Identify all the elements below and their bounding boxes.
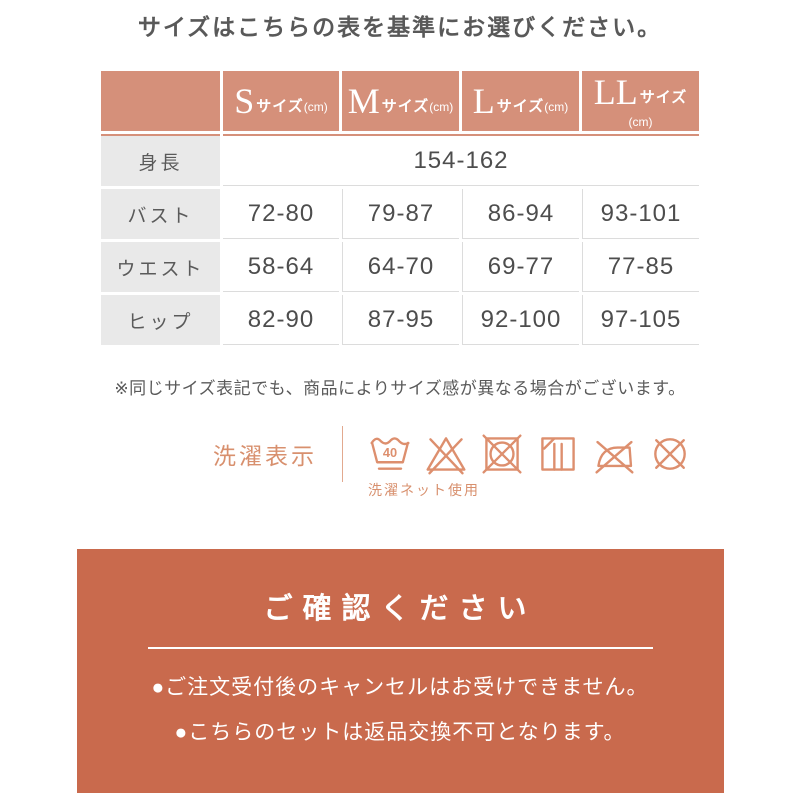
laundry-icon-strip: 40 洗濯ネット使用 (368, 432, 692, 498)
no-tumble-dry-icon (482, 434, 522, 474)
no-dry-clean-icon (654, 438, 686, 470)
table-row-hip: ヒップ 82-90 87-95 92-100 97-105 (101, 295, 699, 345)
size-letter: S (234, 81, 255, 121)
waist-ll-cell: 77-85 (582, 242, 699, 292)
confirmation-bullet-return: ●こちらのセットは返品交換不可となります。 (174, 721, 626, 744)
bust-m-cell: 79-87 (342, 189, 459, 239)
bust-ll-cell: 93-101 (582, 189, 699, 239)
table-row-waist: ウエスト 58-64 64-70 69-77 77-85 (101, 242, 699, 292)
size-table-header-row: S サイズ(cm) M サイズ(cm) L サイズ(cm) LL サイズ(cm) (101, 71, 699, 131)
size-letter: LL (593, 72, 638, 112)
row-label-hip: ヒップ (101, 295, 220, 345)
laundry-section-label: 洗濯表示 (213, 443, 317, 469)
column-header-s: S サイズ(cm) (223, 71, 339, 131)
size-disclaimer-note: ※同じサイズ表記でも、商品によりサイズ感が異なる場合がございます。 (114, 379, 686, 398)
height-range-cell: 154-162 (223, 134, 699, 186)
size-unit: (cm) (628, 115, 653, 129)
table-row-height: 身長 154-162 (101, 134, 699, 186)
waist-m-cell: 64-70 (342, 242, 459, 292)
column-header-l: L サイズ(cm) (462, 71, 579, 131)
size-suffix: サイズ (256, 98, 304, 115)
size-letter: M (347, 81, 380, 121)
row-label-waist: ウエスト (101, 242, 220, 292)
table-row-bust: バスト 72-80 79-87 86-94 93-101 (101, 189, 699, 239)
waist-s-cell: 58-64 (223, 242, 339, 292)
confirmation-title: ご確認ください (263, 593, 537, 625)
size-suffix: サイズ (639, 89, 688, 106)
no-iron-icon (595, 440, 634, 474)
hip-ll-cell: 97-105 (582, 295, 699, 345)
laundry-care-section: 洗濯表示 40 洗濯ネット使用 (213, 425, 800, 498)
waist-l-cell: 69-77 (462, 242, 579, 292)
page-title: サイズはこちらの表を基準にお選びください。 (137, 14, 663, 40)
size-unit: (cm) (303, 100, 328, 114)
bust-s-cell: 72-80 (223, 189, 339, 239)
confirmation-box: ご確認ください ●ご注文受付後のキャンセルはお受けできません。 ●こちらのセット… (76, 549, 724, 793)
row-label-height: 身長 (101, 134, 220, 186)
svg-text:40: 40 (383, 445, 397, 460)
size-unit: (cm) (429, 100, 454, 114)
size-unit: (cm) (544, 100, 569, 114)
column-header-ll: LL サイズ (cm) (582, 71, 699, 131)
column-header-m: M サイズ(cm) (342, 71, 459, 131)
hip-l-cell: 92-100 (462, 295, 579, 345)
size-letter: L (472, 81, 495, 121)
vertical-divider (342, 426, 343, 482)
size-suffix: サイズ (381, 98, 430, 115)
size-chart-table: S サイズ(cm) M サイズ(cm) L サイズ(cm) LL サイズ(cm) 身長 … (98, 68, 702, 348)
confirmation-bullet-cancel: ●ご注文受付後のキャンセルはお受けできません。 (151, 676, 649, 699)
hip-m-cell: 87-95 (342, 295, 459, 345)
size-suffix: サイズ (496, 98, 545, 115)
corner-cell (101, 71, 220, 131)
laundry-net-caption: 洗濯ネット使用 (368, 482, 480, 498)
hip-s-cell: 82-90 (223, 295, 339, 345)
wash-40-gentle-icon: 40 (370, 437, 410, 470)
no-bleach-icon (426, 437, 466, 475)
horizontal-divider (147, 647, 653, 649)
bust-l-cell: 86-94 (462, 189, 579, 239)
row-label-bust: バスト (101, 189, 220, 239)
drip-dry-shade-icon (541, 437, 575, 471)
